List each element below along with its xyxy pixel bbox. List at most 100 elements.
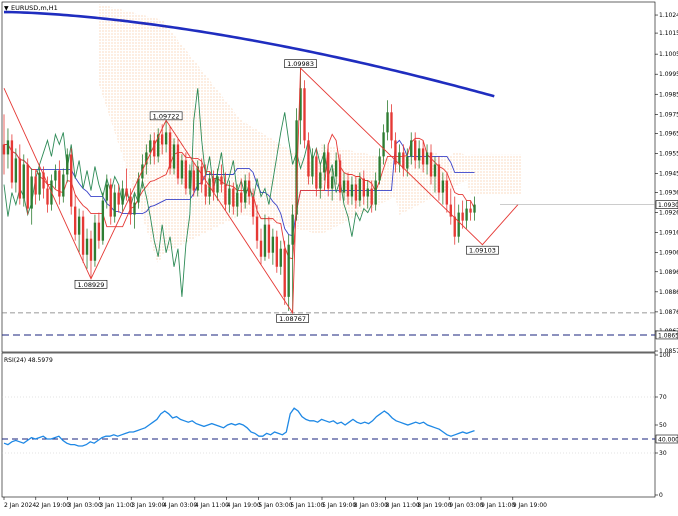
- candle-body: [149, 140, 152, 153]
- time-tick-label: 4 Jan 19:00: [227, 502, 261, 509]
- price-tick-label: 1.08865: [659, 289, 678, 296]
- candle-body: [307, 140, 310, 177]
- candle-body: [145, 152, 148, 165]
- candle-body: [192, 170, 195, 191]
- candle-body: [255, 216, 259, 241]
- candle-body: [2, 144, 6, 155]
- candle-body: [445, 180, 449, 205]
- candle-body: [18, 158, 22, 199]
- candle-body: [109, 184, 112, 217]
- candle-body: [164, 132, 168, 145]
- zigzag-label-box: [284, 59, 317, 68]
- candle-body: [180, 160, 184, 179]
- candle-body: [204, 184, 207, 197]
- candle-body: [433, 164, 437, 177]
- moving-average-line: [3, 10, 495, 98]
- rsi-label: RSI(24) 48.5979: [4, 357, 53, 364]
- time-tick-label: 3 Jan 03:00: [68, 502, 102, 509]
- candle-body: [172, 144, 176, 169]
- zigzag-label: 1.08767: [279, 315, 306, 323]
- price-tick-label: 1.09260: [659, 210, 678, 217]
- candle-body: [315, 156, 318, 189]
- candle-body: [441, 180, 445, 193]
- symbol-label: EURUSD,m,H1: [11, 4, 58, 12]
- rsi-tick-label: 100: [659, 352, 671, 359]
- candle-body: [263, 224, 267, 257]
- candle-body: [291, 214, 294, 245]
- time-tick-label: 2 Jan 2024: [4, 502, 36, 509]
- candle-body: [390, 112, 393, 141]
- time-tick-label: 8 Jan 11:00: [386, 502, 420, 509]
- candle-body: [437, 164, 441, 193]
- candle-body: [461, 212, 464, 221]
- candle-body: [386, 112, 389, 133]
- candle-body: [342, 180, 346, 193]
- zigzag-label-box: [74, 279, 108, 289]
- time-tick-label: 3 Jan 11:00: [99, 502, 133, 509]
- time-tick-label: 5 Jan 11:00: [290, 502, 324, 509]
- rsi-level-box: [655, 434, 678, 444]
- candle-body: [287, 244, 290, 297]
- candle-body: [77, 216, 81, 235]
- candle-body: [14, 158, 18, 183]
- candle-body: [113, 192, 116, 217]
- candle-body: [311, 156, 314, 177]
- price-tick-label: 1.09950: [659, 71, 678, 78]
- price-tick-label: 1.09060: [659, 250, 678, 257]
- candle-body: [42, 172, 45, 189]
- candle-body: [34, 176, 37, 195]
- price-tick-label: 1.08570: [659, 348, 678, 355]
- candle-body: [243, 180, 247, 203]
- candle-body: [429, 152, 433, 177]
- candle-body: [414, 140, 417, 161]
- candle-body: [141, 164, 144, 179]
- time-tick-label: 9 Jan 03:00: [449, 502, 483, 509]
- candle-body: [224, 184, 227, 205]
- indicator-lines: [3, 10, 495, 297]
- rsi-level-label: 40.0000: [658, 437, 678, 444]
- candle-body: [89, 238, 93, 261]
- zigzag-label-box: [149, 111, 183, 121]
- candle-body: [188, 170, 192, 189]
- zigzag-label-box: [276, 314, 309, 323]
- candle-body: [279, 248, 282, 267]
- candle-body: [247, 180, 251, 197]
- chart-menu-triangle-icon[interactable]: ▼: [4, 5, 9, 12]
- candle-body: [176, 144, 180, 179]
- time-tick-label: 2 Jan 19:00: [36, 502, 70, 509]
- candle-body: [366, 188, 369, 197]
- candle-body: [101, 200, 105, 241]
- price-tick-label: 1.10245: [659, 12, 678, 19]
- candle-body: [327, 152, 330, 189]
- current-price-label: 1.09300: [658, 202, 678, 209]
- candle-body: [267, 224, 271, 253]
- candle-body: [6, 140, 10, 155]
- candle-body: [370, 188, 373, 205]
- candle-body: [157, 134, 160, 157]
- candle-body: [137, 178, 140, 203]
- candle-body: [208, 178, 211, 197]
- zigzag-label: 1.09983: [287, 60, 314, 68]
- zigzag-series: 1.08929 1.09722 1.08767 1.09983 1.09103: [3, 59, 519, 323]
- rsi-tick-label: 0: [659, 492, 663, 499]
- candle-body: [275, 236, 279, 267]
- candle-body: [283, 248, 286, 297]
- candle-body: [121, 188, 124, 205]
- rsi-pane: 100 70 50 30 0 40.0000: [2, 352, 678, 499]
- candle-body: [398, 152, 401, 165]
- time-tick-label: 5 Jan 03:00: [258, 502, 292, 509]
- candle-body: [382, 132, 385, 157]
- candle-body: [330, 176, 334, 189]
- candle-body: [358, 178, 362, 201]
- candle-body: [160, 134, 164, 145]
- candle-body: [240, 192, 243, 203]
- rsi-line: [3, 407, 475, 447]
- candle-body: [196, 166, 199, 191]
- candle-body: [319, 172, 322, 189]
- price-tick-label: 1.09655: [659, 130, 678, 137]
- candle-body: [473, 204, 476, 213]
- candle-body: [334, 160, 338, 177]
- price-tick-label: 1.09160: [659, 230, 678, 237]
- candlestick-series: [2, 68, 476, 313]
- ichimoku-cloud: [98, 4, 522, 265]
